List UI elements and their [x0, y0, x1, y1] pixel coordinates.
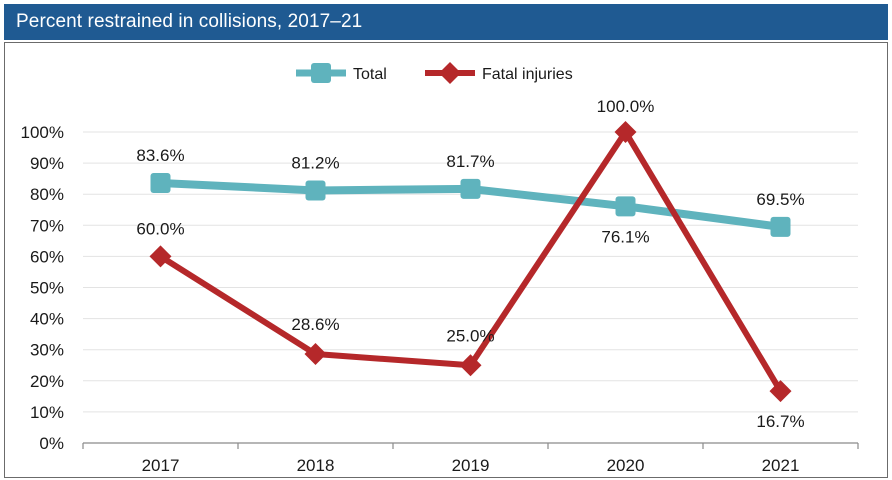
data-label: 81.7% [446, 152, 494, 171]
data-point-marker [769, 380, 792, 403]
data-label: 16.7% [756, 412, 804, 431]
data-point-marker [460, 178, 481, 199]
data-point-marker [459, 354, 482, 377]
chart-title: Percent restrained in collisions, 2017–2… [4, 4, 888, 40]
data-label: 76.1% [601, 227, 649, 246]
y-tick-label: 40% [30, 310, 64, 329]
y-tick-label: 30% [30, 341, 64, 360]
data-label: 81.2% [291, 153, 339, 172]
y-tick-label: 0% [39, 434, 64, 453]
y-tick-label: 90% [30, 154, 64, 173]
legend-label: Fatal injuries [482, 66, 573, 83]
data-label: 83.6% [136, 146, 184, 165]
data-label: 60.0% [136, 219, 184, 238]
x-tick-label: 2017 [142, 456, 180, 475]
x-tick-label: 2019 [452, 456, 490, 475]
y-tick-label: 70% [30, 216, 64, 235]
legend: Total Fatal injuries [296, 62, 573, 84]
data-point-marker [770, 216, 791, 237]
x-tick-label: 2021 [762, 456, 800, 475]
data-label: 28.6% [291, 315, 339, 334]
series-fatal-injuries: 60.0% 28.6% 25.0% 100.0% 16.7% [136, 97, 804, 431]
y-tick-label: 10% [30, 403, 64, 422]
x-tick-label: 2020 [607, 456, 645, 475]
y-tick-label: 20% [30, 372, 64, 391]
y-tick-label: 100% [21, 123, 64, 142]
y-tick-label: 60% [30, 247, 64, 266]
y-axis-ticks: 0% 10% 20% 30% 40% 50% 60% 70% 80% 90% 100% [21, 123, 64, 453]
data-label: 25.0% [446, 326, 494, 345]
data-point-marker [614, 121, 637, 143]
data-label: 69.5% [756, 190, 804, 209]
chart-frame [4, 42, 888, 478]
data-point-marker [149, 245, 172, 268]
legend-item: Total [296, 63, 387, 83]
data-point-marker [439, 62, 461, 84]
series-total: 83.6% 81.2% 81.7% 76.1% 69.5% [136, 146, 804, 246]
data-point-marker [305, 180, 326, 201]
legend-label: Total [353, 66, 387, 83]
data-point-marker [615, 196, 636, 217]
x-tick-label: 2018 [297, 456, 335, 475]
y-tick-label: 50% [30, 279, 64, 298]
x-axis: 2017 2018 2019 2020 2021 [82, 442, 859, 475]
data-point-marker [150, 173, 171, 194]
data-point-marker [304, 343, 327, 366]
data-point-marker [311, 63, 331, 83]
data-label: 100.0% [597, 97, 655, 116]
legend-item: Fatal injuries [425, 62, 573, 84]
y-tick-label: 80% [30, 185, 64, 204]
